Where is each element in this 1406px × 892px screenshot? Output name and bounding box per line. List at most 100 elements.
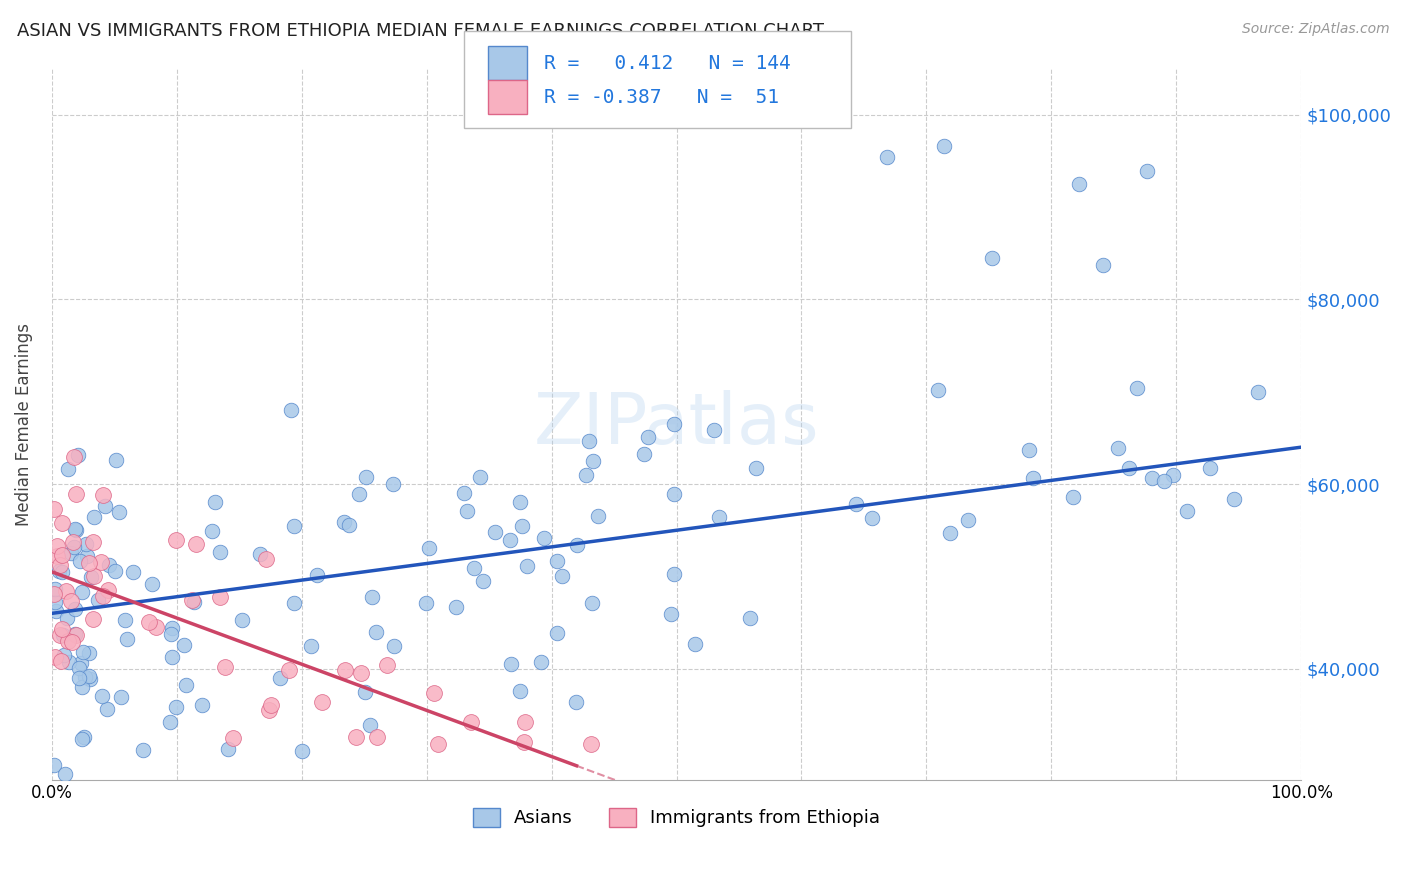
Point (249, 547, 271, 561)
Point (254, 551, 277, 566)
Point (80, 570, 103, 584)
Point (65, 627, 87, 641)
Point (138, 615, 160, 629)
Point (1091, 258, 1114, 272)
Point (446, 600, 468, 615)
Point (190, 698, 212, 712)
Point (51, 549, 73, 563)
Point (567, 538, 589, 552)
Point (159, 627, 181, 641)
Point (96, 702, 118, 716)
Point (311, 695, 333, 709)
Point (83, 568, 105, 582)
Point (565, 694, 588, 708)
Point (546, 553, 568, 567)
Point (217, 741, 239, 756)
Point (509, 495, 531, 509)
Point (418, 541, 440, 556)
Point (86, 593, 108, 607)
Point (73, 730, 96, 744)
Point (499, 533, 522, 548)
Point (291, 744, 314, 758)
Point (1107, 441, 1129, 455)
Point (332, 515, 354, 529)
Point (44, 595, 66, 609)
Point (260, 698, 283, 712)
Point (45, 604, 67, 618)
Y-axis label: Median Female Earnings: Median Female Earnings (15, 323, 32, 525)
Point (957, 513, 980, 527)
Point (1247, 384, 1270, 399)
Point (354, 470, 377, 484)
Point (472, 574, 495, 588)
Point (283, 596, 305, 610)
Point (141, 577, 163, 591)
Point (659, 607, 682, 621)
Point (53, 767, 76, 781)
Point (347, 487, 370, 501)
Text: Source: ZipAtlas.com: Source: ZipAtlas.com (1241, 22, 1389, 37)
Point (415, 596, 437, 610)
Point (1118, 461, 1140, 475)
Point (201, 524, 224, 539)
Point (75, 670, 97, 684)
Text: R = -0.387   N =  51: R = -0.387 N = 51 (544, 87, 779, 107)
Point (530, 655, 553, 669)
Legend: Asians, Immigrants from Ethiopia: Asians, Immigrants from Ethiopia (465, 801, 887, 835)
Point (460, 714, 482, 729)
Point (48, 564, 70, 578)
Point (83, 510, 105, 524)
Point (70, 731, 93, 746)
Point (456, 504, 478, 518)
Point (533, 531, 555, 545)
Point (70, 585, 93, 599)
Point (1199, 461, 1222, 475)
Point (59, 546, 82, 560)
Point (91, 488, 114, 502)
Point (77, 646, 100, 660)
Point (65, 487, 87, 501)
Point (55, 583, 77, 598)
Point (1153, 474, 1175, 488)
Point (382, 639, 405, 653)
Point (160, 649, 183, 664)
Point (509, 684, 531, 698)
Point (62, 534, 84, 549)
Point (516, 559, 538, 574)
Point (180, 593, 202, 607)
Point (382, 476, 405, 491)
Point (637, 430, 659, 444)
Point (51, 566, 73, 580)
Point (468, 470, 491, 484)
Point (582, 454, 605, 468)
Point (60, 635, 83, 649)
Point (484, 524, 506, 539)
Point (69, 657, 91, 671)
Point (51, 516, 73, 531)
Point (97, 583, 120, 598)
Point (222, 731, 245, 745)
Point (551, 568, 574, 582)
Point (46, 549, 69, 563)
Point (49, 654, 72, 668)
Point (366, 730, 388, 744)
Point (513, 735, 536, 749)
Point (932, 139, 955, 153)
Point (174, 678, 197, 692)
Point (67, 660, 90, 674)
Point (707, 509, 730, 524)
Point (664, 567, 686, 582)
Point (1062, 490, 1084, 504)
Point (165, 700, 187, 714)
Point (578, 434, 600, 448)
Point (110, 690, 132, 705)
Point (67, 671, 90, 685)
Point (981, 251, 1004, 265)
Point (63, 450, 86, 464)
Point (56, 634, 79, 648)
Point (277, 663, 299, 677)
Point (299, 639, 322, 653)
Point (427, 737, 450, 751)
Point (546, 625, 568, 640)
Point (52, 627, 75, 641)
